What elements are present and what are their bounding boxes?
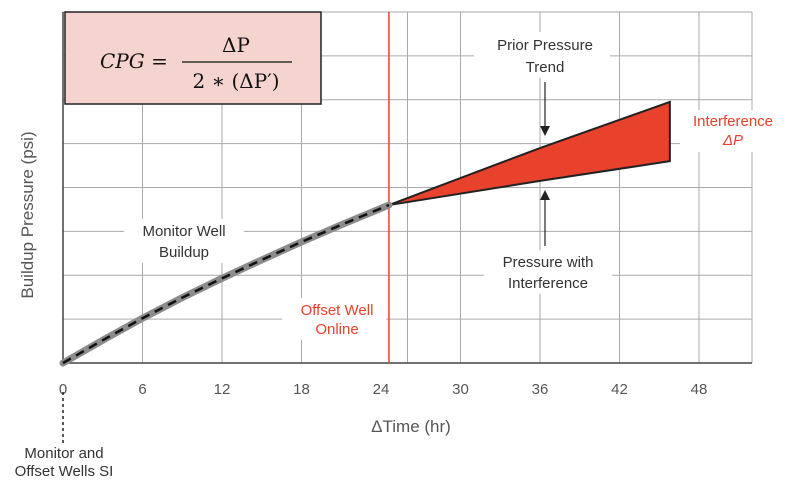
interference-label-line2: ΔP — [722, 132, 743, 149]
offset-online-label-line2: Online — [315, 321, 358, 338]
x-tick-label-24: 24 — [373, 381, 390, 398]
monitor-well-label-line1: Monitor Well — [142, 223, 225, 240]
formula-lhs: CPG = — [100, 49, 168, 73]
prior-trend-label-bg — [474, 32, 610, 78]
x-axis-label: ΔTime (hr) — [371, 417, 451, 436]
with-interference-label-line2: Interference — [508, 275, 588, 292]
x-tick-label-6: 6 — [138, 381, 146, 398]
monitor-well-label-line2: Buildup — [159, 244, 209, 261]
with-interference-label-line1: Pressure with — [503, 254, 594, 271]
interference-label-bg — [680, 110, 784, 152]
shut-in-label-line1: Monitor and — [24, 445, 103, 462]
x-tick-label-30: 30 — [452, 381, 469, 398]
with-interference-arrow-head — [540, 190, 550, 200]
offset-online-label-line1: Offset Well — [301, 302, 374, 319]
monitor-well-label-bg — [124, 219, 244, 263]
formula-denominator: 2 ∗ (ΔP′) — [192, 69, 279, 93]
monitor-well-buildup-dashes — [62, 203, 390, 365]
x-tick-label-12: 12 — [214, 381, 231, 398]
x-tick-label-0: 0 — [59, 381, 67, 398]
y-axis-label: Buildup Pressure (psi) — [18, 131, 37, 298]
x-tick-label-48: 48 — [691, 381, 708, 398]
prior-trend-label-line1: Prior Pressure — [497, 37, 593, 54]
offset-online-label-bg — [282, 298, 386, 340]
x-tick-label-18: 18 — [293, 381, 310, 398]
chart-marks: 0 6 12 18 24 30 36 42 48 — [59, 12, 708, 398]
with-interference-label-bg — [484, 250, 612, 294]
x-tick-label-42: 42 — [611, 381, 628, 398]
interference-area — [388, 100, 671, 207]
interference-label-line1: Interference — [693, 113, 773, 130]
x-tick-label-36: 36 — [532, 381, 549, 398]
prior-trend-arrow-head — [540, 126, 550, 136]
shut-in-label-line2: Offset Wells SI — [15, 463, 114, 480]
formula-box — [64, 11, 322, 105]
prior-trend-label-line2: Trend — [526, 59, 565, 76]
formula-numerator: ΔP — [222, 33, 250, 57]
